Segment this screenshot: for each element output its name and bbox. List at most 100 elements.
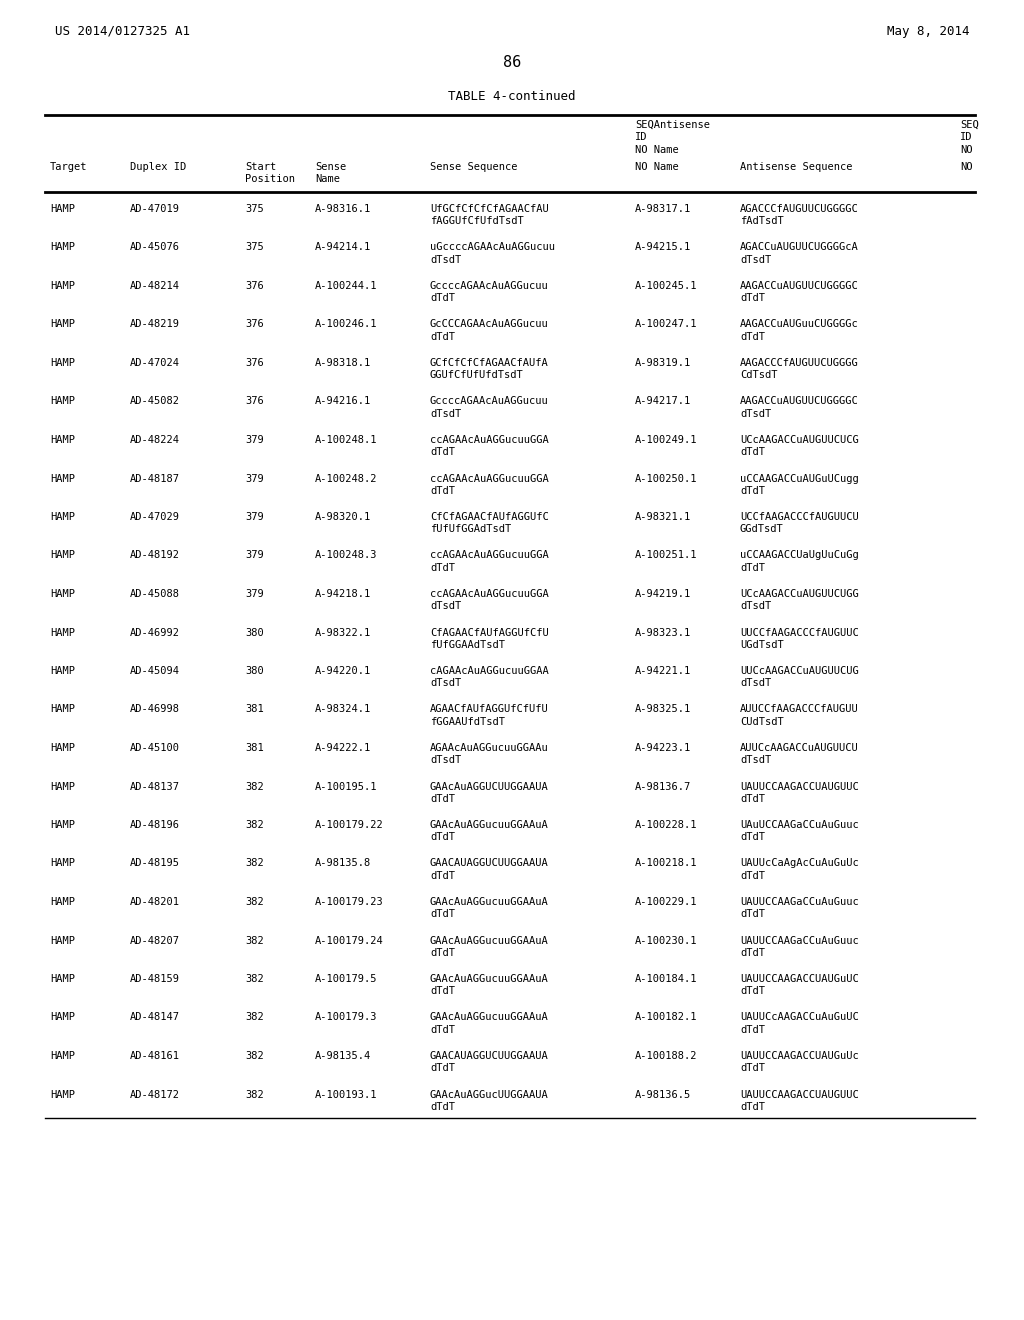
Text: HAMP: HAMP [50, 319, 75, 330]
Text: UAUUCcAAGACCuAuGuUC
dTdT: UAUUCcAAGACCuAuGuUC dTdT [740, 1012, 859, 1035]
Text: HAMP: HAMP [50, 858, 75, 869]
Text: A-98321.1: A-98321.1 [635, 512, 691, 521]
Text: A-100250.1: A-100250.1 [635, 474, 697, 483]
Text: AD-45088: AD-45088 [130, 589, 180, 599]
Text: AD-47019: AD-47019 [130, 205, 180, 214]
Text: 381: 381 [245, 743, 264, 752]
Text: 382: 382 [245, 820, 264, 830]
Text: AD-45082: AD-45082 [130, 396, 180, 407]
Text: A-98136.7: A-98136.7 [635, 781, 691, 792]
Text: UAUUCCAAGACCUAUGuUC
dTdT: UAUUCCAAGACCUAUGuUC dTdT [740, 974, 859, 997]
Text: 379: 379 [245, 550, 264, 561]
Text: A-98323.1: A-98323.1 [635, 627, 691, 638]
Text: Target: Target [50, 162, 87, 172]
Text: AD-48192: AD-48192 [130, 550, 180, 561]
Text: A-98319.1: A-98319.1 [635, 358, 691, 368]
Text: HAMP: HAMP [50, 205, 75, 214]
Text: HAMP: HAMP [50, 705, 75, 714]
Text: Sense Sequence: Sense Sequence [430, 162, 517, 172]
Text: AD-47024: AD-47024 [130, 358, 180, 368]
Text: NO: NO [961, 162, 973, 172]
Text: 382: 382 [245, 936, 264, 945]
Text: UCCfAAGACCCfAUGUUCU
GGdTsdT: UCCfAAGACCCfAUGUUCU GGdTsdT [740, 512, 859, 535]
Text: A-94217.1: A-94217.1 [635, 396, 691, 407]
Text: HAMP: HAMP [50, 512, 75, 521]
Text: A-100230.1: A-100230.1 [635, 936, 697, 945]
Text: UAUUcCaAgAcCuAuGuUc
dTdT: UAUUcCaAgAcCuAuGuUc dTdT [740, 858, 859, 880]
Text: UAUUCCAAGaCCuAuGuuc
dTdT: UAUUCCAAGaCCuAuGuuc dTdT [740, 898, 859, 920]
Text: GAAcAuAGGucuuGGAAuA
dTdT: GAAcAuAGGucuuGGAAuA dTdT [430, 898, 549, 920]
Text: A-100229.1: A-100229.1 [635, 898, 697, 907]
Text: 381: 381 [245, 705, 264, 714]
Text: ccAGAAcAuAGGucuuGGA
dTsdT: ccAGAAcAuAGGucuuGGA dTsdT [430, 589, 549, 611]
Text: AD-48224: AD-48224 [130, 436, 180, 445]
Text: AD-48196: AD-48196 [130, 820, 180, 830]
Text: A-100188.2: A-100188.2 [635, 1051, 697, 1061]
Text: A-100248.1: A-100248.1 [315, 436, 378, 445]
Text: AAGACCuAUGUUCUGGGGC
dTdT: AAGACCuAUGUUCUGGGGC dTdT [740, 281, 859, 304]
Text: HAMP: HAMP [50, 743, 75, 752]
Text: A-94215.1: A-94215.1 [635, 243, 691, 252]
Text: HAMP: HAMP [50, 627, 75, 638]
Text: AAGACCCfAUGUUCUGGGG
CdTsdT: AAGACCCfAUGUUCUGGGG CdTsdT [740, 358, 859, 380]
Text: GccccAGAAcAuAGGucuu
dTdT: GccccAGAAcAuAGGucuu dTdT [430, 281, 549, 304]
Text: A-94219.1: A-94219.1 [635, 589, 691, 599]
Text: HAMP: HAMP [50, 1089, 75, 1100]
Text: uCCAAGACCuAUGuUCugg
dTdT: uCCAAGACCuAUGuUCugg dTdT [740, 474, 859, 496]
Text: 382: 382 [245, 1012, 264, 1023]
Text: HAMP: HAMP [50, 243, 75, 252]
Text: GAAcAuAGGucuuGGAAuA
dTdT: GAAcAuAGGucuuGGAAuA dTdT [430, 820, 549, 842]
Text: 379: 379 [245, 474, 264, 483]
Text: HAMP: HAMP [50, 396, 75, 407]
Text: AD-45076: AD-45076 [130, 243, 180, 252]
Text: A-100248.3: A-100248.3 [315, 550, 378, 561]
Text: A-98135.8: A-98135.8 [315, 858, 372, 869]
Text: A-100247.1: A-100247.1 [635, 319, 697, 330]
Text: ccAGAAcAuAGGucuuGGA
dTdT: ccAGAAcAuAGGucuuGGA dTdT [430, 550, 549, 573]
Text: 376: 376 [245, 319, 264, 330]
Text: AD-48201: AD-48201 [130, 898, 180, 907]
Text: AD-48159: AD-48159 [130, 974, 180, 983]
Text: HAMP: HAMP [50, 898, 75, 907]
Text: UAUUCCAAGaCCuAuGuuc
dTdT: UAUUCCAAGaCCuAuGuuc dTdT [740, 936, 859, 958]
Text: A-94220.1: A-94220.1 [315, 667, 372, 676]
Text: HAMP: HAMP [50, 436, 75, 445]
Text: HAMP: HAMP [50, 589, 75, 599]
Text: Start
Position: Start Position [245, 162, 295, 185]
Text: A-100179.24: A-100179.24 [315, 936, 384, 945]
Text: 380: 380 [245, 667, 264, 676]
Text: SEQAntisense
ID
NO Name: SEQAntisense ID NO Name [635, 120, 710, 154]
Text: A-98316.1: A-98316.1 [315, 205, 372, 214]
Text: AUUCcAAGACCuAUGUUCU
dTsdT: AUUCcAAGACCuAUGUUCU dTsdT [740, 743, 859, 766]
Text: AD-48207: AD-48207 [130, 936, 180, 945]
Text: AGACCCfAUGUUCUGGGGC
fAdTsdT: AGACCCfAUGUUCUGGGGC fAdTsdT [740, 205, 859, 227]
Text: uGccccAGAAcAuAGGucuu
dTsdT: uGccccAGAAcAuAGGucuu dTsdT [430, 243, 555, 265]
Text: A-98320.1: A-98320.1 [315, 512, 372, 521]
Text: A-98136.5: A-98136.5 [635, 1089, 691, 1100]
Text: AD-48214: AD-48214 [130, 281, 180, 290]
Text: AD-46992: AD-46992 [130, 627, 180, 638]
Text: A-98317.1: A-98317.1 [635, 205, 691, 214]
Text: 382: 382 [245, 898, 264, 907]
Text: A-100179.22: A-100179.22 [315, 820, 384, 830]
Text: 379: 379 [245, 589, 264, 599]
Text: 86: 86 [503, 55, 521, 70]
Text: ccAGAAcAuAGGucuuGGA
dTdT: ccAGAAcAuAGGucuuGGA dTdT [430, 436, 549, 458]
Text: A-94222.1: A-94222.1 [315, 743, 372, 752]
Text: 376: 376 [245, 281, 264, 290]
Text: A-98135.4: A-98135.4 [315, 1051, 372, 1061]
Text: A-98318.1: A-98318.1 [315, 358, 372, 368]
Text: A-94218.1: A-94218.1 [315, 589, 372, 599]
Text: UAUUCCAAGACCUAUGuUc
dTdT: UAUUCCAAGACCUAUGuUc dTdT [740, 1051, 859, 1073]
Text: US 2014/0127325 A1: US 2014/0127325 A1 [55, 25, 190, 38]
Text: GAAcAuAGGucuuGGAAuA
dTdT: GAAcAuAGGucuuGGAAuA dTdT [430, 974, 549, 997]
Text: UAuUCCAAGaCCuAuGuuc
dTdT: UAuUCCAAGaCCuAuGuuc dTdT [740, 820, 859, 842]
Text: AD-45100: AD-45100 [130, 743, 180, 752]
Text: UAUUCCAAGACCUAUGUUC
dTdT: UAUUCCAAGACCUAUGUUC dTdT [740, 781, 859, 804]
Text: GAAcAuAGGucuuGGAAuA
dTdT: GAAcAuAGGucuuGGAAuA dTdT [430, 936, 549, 958]
Text: A-100184.1: A-100184.1 [635, 974, 697, 983]
Text: A-94223.1: A-94223.1 [635, 743, 691, 752]
Text: CfCfAGAACfAUfAGGUfC
fUfUfGGAdTsdT: CfCfAGAACfAUfAGGUfC fUfUfGGAdTsdT [430, 512, 549, 535]
Text: 382: 382 [245, 781, 264, 792]
Text: Duplex ID: Duplex ID [130, 162, 186, 172]
